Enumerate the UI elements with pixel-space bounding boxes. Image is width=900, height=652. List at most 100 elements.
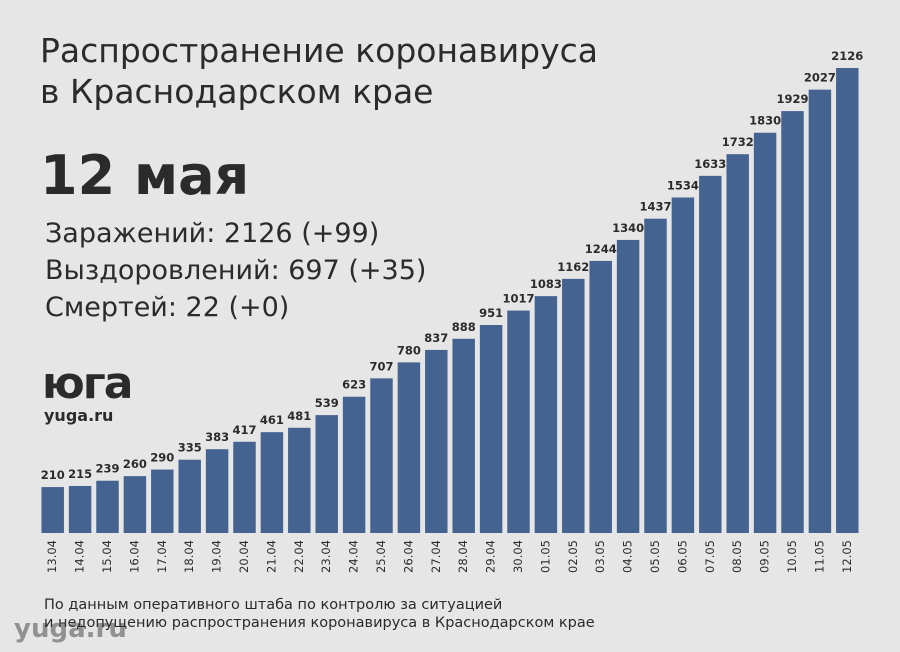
bar: [616, 239, 640, 533]
x-tick-label: 06.05: [675, 540, 689, 573]
x-tick-label: 21.04: [264, 540, 278, 573]
watermark: yuga.ru: [14, 614, 127, 644]
data-label: 1929: [776, 92, 808, 106]
x-tick-label: 27.04: [429, 540, 443, 573]
source-note: и недопущению распространения коронавиру…: [44, 615, 595, 631]
data-label: 2027: [804, 71, 836, 85]
x-tick-label: 16.04: [127, 540, 141, 573]
data-label: 1244: [585, 242, 617, 256]
x-tick-label: 30.04: [511, 540, 525, 573]
chart-title: в Краснодарском крае: [40, 72, 434, 111]
data-label: 481: [287, 409, 311, 423]
stat: Выздоровлений: 697 (+35): [45, 255, 426, 286]
data-label: 215: [68, 467, 92, 481]
x-tick-label: 10.05: [785, 540, 799, 573]
data-label: 1340: [612, 221, 644, 235]
x-tick-label: 28.04: [456, 540, 470, 573]
bar: [479, 324, 503, 533]
data-label: 417: [232, 423, 256, 437]
data-label: 1830: [749, 114, 781, 128]
x-tick-label: 29.04: [484, 540, 498, 573]
bar: [726, 154, 749, 534]
bar: [753, 132, 777, 533]
bar: [397, 362, 421, 533]
bar: [534, 296, 558, 533]
data-label: 260: [123, 457, 147, 471]
data-label: 290: [150, 451, 174, 465]
x-tick-label: 26.04: [401, 540, 415, 573]
data-label: 837: [424, 331, 448, 345]
x-tick-label: 13.04: [45, 540, 59, 573]
bar: [288, 427, 311, 533]
x-tick-label: 15.04: [100, 540, 114, 573]
bar: [205, 449, 229, 533]
data-label: 1633: [694, 157, 726, 171]
x-tick-label: 22.04: [292, 540, 306, 573]
bar: [425, 349, 448, 533]
data-label: 335: [178, 441, 202, 455]
bar: [68, 485, 92, 533]
bar: [315, 415, 338, 533]
bar: [452, 338, 475, 533]
data-label: 888: [452, 320, 476, 334]
data-label: 951: [479, 306, 503, 320]
bar: [671, 197, 695, 533]
data-label: 1162: [557, 260, 589, 274]
logo: юга: [42, 358, 131, 409]
bar: [370, 378, 393, 533]
chart-title: Распространение коронавируса: [40, 31, 598, 70]
bar: [781, 111, 804, 534]
x-tick-label: 19.04: [210, 540, 224, 573]
bar: [808, 89, 832, 533]
stat: Заражений: 2126 (+99): [45, 218, 379, 249]
x-tick-label: 14.04: [73, 540, 87, 573]
x-tick-label: 11.05: [812, 540, 826, 573]
bar: [233, 441, 256, 533]
x-tick-label: 01.05: [538, 540, 552, 573]
x-tick-label: 08.05: [730, 540, 744, 573]
bar: [96, 480, 119, 533]
stat: Смертей: 22 (+0): [45, 292, 289, 323]
data-label: 239: [95, 462, 119, 476]
bar: [589, 260, 612, 533]
data-label: 1437: [639, 200, 671, 214]
bar: [41, 487, 64, 533]
data-label: 383: [205, 430, 229, 444]
data-label: 1083: [530, 277, 562, 291]
x-tick-label: 04.05: [621, 540, 635, 573]
bar: [123, 476, 147, 533]
date: 12 мая: [40, 144, 249, 207]
x-tick-label: 20.04: [237, 540, 251, 573]
data-label: 1732: [722, 135, 754, 149]
x-tick-label: 25.04: [374, 540, 388, 573]
x-tick-label: 12.05: [840, 540, 854, 573]
bar: [151, 469, 174, 533]
bar: [260, 432, 284, 533]
x-tick-label: 05.05: [648, 540, 662, 573]
x-tick-label: 03.05: [593, 540, 607, 573]
bar: [699, 175, 722, 533]
bar: [507, 310, 530, 533]
data-label: 623: [342, 378, 366, 392]
data-label: 210: [41, 468, 65, 482]
x-tick-label: 09.05: [758, 540, 772, 573]
bar: [342, 396, 366, 533]
data-label: 707: [369, 359, 393, 373]
x-tick-label: 02.05: [566, 540, 580, 573]
bar: [836, 68, 859, 533]
data-label: 461: [260, 413, 284, 427]
data-label: 539: [315, 396, 339, 410]
x-tick-label: 18.04: [182, 540, 196, 573]
x-tick-label: 23.04: [319, 540, 333, 573]
data-label: 1017: [502, 292, 534, 306]
x-tick-label: 07.05: [703, 540, 717, 573]
bar: [178, 459, 201, 533]
bar: [644, 218, 667, 534]
data-label: 780: [397, 343, 421, 357]
x-tick-label: 17.04: [155, 540, 169, 573]
bar: [562, 278, 585, 533]
data-label: 1534: [667, 178, 699, 192]
data-label: 2126: [831, 49, 863, 63]
